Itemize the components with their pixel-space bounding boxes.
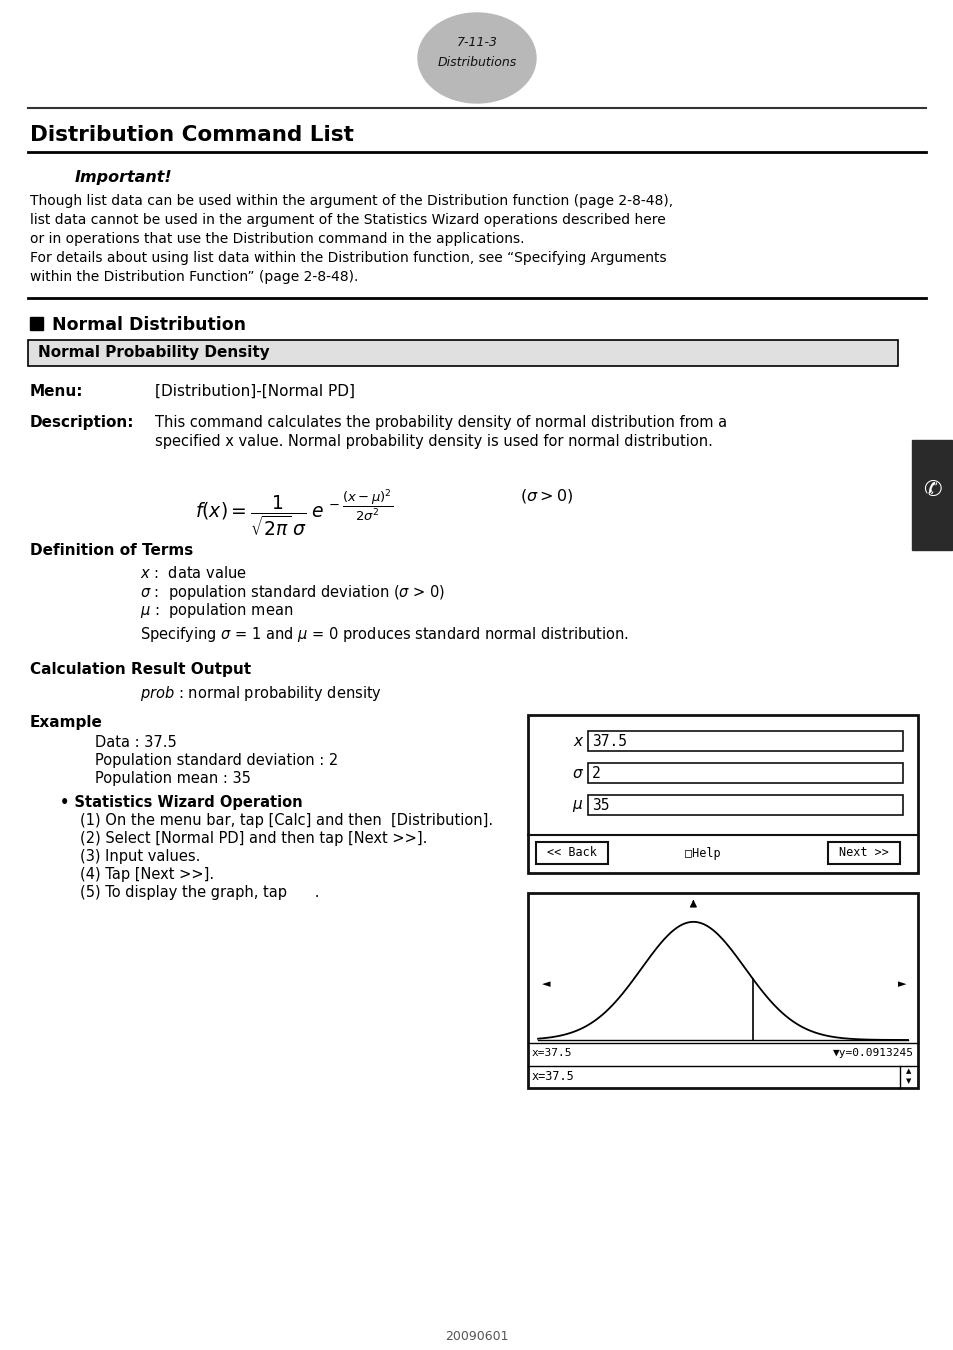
Text: This command calculates the probability density of normal distribution from a: This command calculates the probability … xyxy=(154,414,726,431)
Bar xyxy=(30,317,43,329)
Text: $(\sigma > 0)$: $(\sigma > 0)$ xyxy=(519,487,573,505)
Text: $prob$ : normal probability density: $prob$ : normal probability density xyxy=(140,684,382,703)
Text: ▼: ▼ xyxy=(905,1079,911,1084)
Bar xyxy=(827,842,899,864)
Text: 7-11-3: 7-11-3 xyxy=(456,35,497,49)
Text: (5) To display the graph, tap      .: (5) To display the graph, tap . xyxy=(80,886,319,900)
Text: 20090601: 20090601 xyxy=(445,1330,508,1343)
Bar xyxy=(527,892,917,1088)
Bar xyxy=(911,440,951,549)
Text: μ: μ xyxy=(572,798,581,813)
Text: or in operations that use the Distribution command in the applications.: or in operations that use the Distributi… xyxy=(30,232,524,246)
Text: 2: 2 xyxy=(592,765,600,780)
Text: Calculation Result Output: Calculation Result Output xyxy=(30,662,251,676)
Text: 35: 35 xyxy=(592,798,609,813)
Text: For details about using list data within the Distribution function, see “Specify: For details about using list data within… xyxy=(30,251,666,265)
Text: within the Distribution Function” (page 2-8-48).: within the Distribution Function” (page … xyxy=(30,270,358,284)
Text: $\sigma$ :  population standard deviation ($\sigma$ > 0): $\sigma$ : population standard deviation… xyxy=(140,583,445,602)
Text: Description:: Description: xyxy=(30,414,134,431)
Text: ✆: ✆ xyxy=(922,481,941,500)
Bar xyxy=(536,842,607,864)
Text: [Distribution]-[Normal PD]: [Distribution]-[Normal PD] xyxy=(154,383,355,400)
Text: Distributions: Distributions xyxy=(436,55,517,69)
Bar xyxy=(587,795,902,815)
Text: 37.5: 37.5 xyxy=(592,733,626,748)
Text: Population mean : 35: Population mean : 35 xyxy=(95,771,251,786)
Text: Example: Example xyxy=(30,716,103,730)
Text: x=37.5: x=37.5 xyxy=(532,1048,572,1058)
Ellipse shape xyxy=(417,14,536,103)
Text: Data : 37.5: Data : 37.5 xyxy=(95,734,176,751)
Bar xyxy=(587,730,902,751)
Text: x: x xyxy=(573,733,581,748)
Text: ►: ► xyxy=(897,979,905,990)
Text: σ: σ xyxy=(572,765,581,780)
Text: Specifying $\sigma$ = 1 and $\mu$ = 0 produces standard normal distribution.: Specifying $\sigma$ = 1 and $\mu$ = 0 pr… xyxy=(140,625,628,644)
Text: Normal Probability Density: Normal Probability Density xyxy=(38,346,270,360)
Text: << Back: << Back xyxy=(546,846,597,860)
Text: Distribution Command List: Distribution Command List xyxy=(30,126,354,144)
Text: (3) Input values.: (3) Input values. xyxy=(80,849,200,864)
Text: (4) Tap [Next >>].: (4) Tap [Next >>]. xyxy=(80,867,213,882)
Text: $x$ :  data value: $x$ : data value xyxy=(140,566,247,580)
Text: Normal Distribution: Normal Distribution xyxy=(52,316,246,333)
Text: Though list data can be used within the argument of the Distribution function (p: Though list data can be used within the … xyxy=(30,194,673,208)
Text: • Statistics Wizard Operation: • Statistics Wizard Operation xyxy=(60,795,302,810)
Text: ▲: ▲ xyxy=(905,1068,911,1075)
Text: (2) Select [Normal PD] and then tap [Next >>].: (2) Select [Normal PD] and then tap [Nex… xyxy=(80,832,427,846)
Text: Definition of Terms: Definition of Terms xyxy=(30,543,193,558)
Text: □Help: □Help xyxy=(684,846,720,860)
Text: specified x value. Normal probability density is used for normal distribution.: specified x value. Normal probability de… xyxy=(154,433,712,450)
Text: list data cannot be used in the argument of the Statistics Wizard operations des: list data cannot be used in the argument… xyxy=(30,213,665,227)
Text: x=37.5: x=37.5 xyxy=(532,1069,574,1083)
Bar xyxy=(527,716,917,873)
Text: $\mu$ :  population mean: $\mu$ : population mean xyxy=(140,601,293,620)
Text: $f(x) = \dfrac{1}{\sqrt{2\pi}\,\sigma}\; e^{\,-\dfrac{(x-\mu)^2}{2\sigma^2}}$: $f(x) = \dfrac{1}{\sqrt{2\pi}\,\sigma}\;… xyxy=(194,487,393,537)
Bar xyxy=(28,340,897,366)
Text: Menu:: Menu: xyxy=(30,383,84,400)
Text: Next >>: Next >> xyxy=(839,846,888,860)
Text: Population standard deviation : 2: Population standard deviation : 2 xyxy=(95,753,338,768)
Text: ▼y=0.0913245: ▼y=0.0913245 xyxy=(832,1048,913,1058)
Text: ◄: ◄ xyxy=(541,979,550,990)
Bar xyxy=(587,763,902,783)
Text: Important!: Important! xyxy=(75,170,172,185)
Text: (1) On the menu bar, tap [Calc] and then  [Distribution].: (1) On the menu bar, tap [Calc] and then… xyxy=(80,813,493,828)
